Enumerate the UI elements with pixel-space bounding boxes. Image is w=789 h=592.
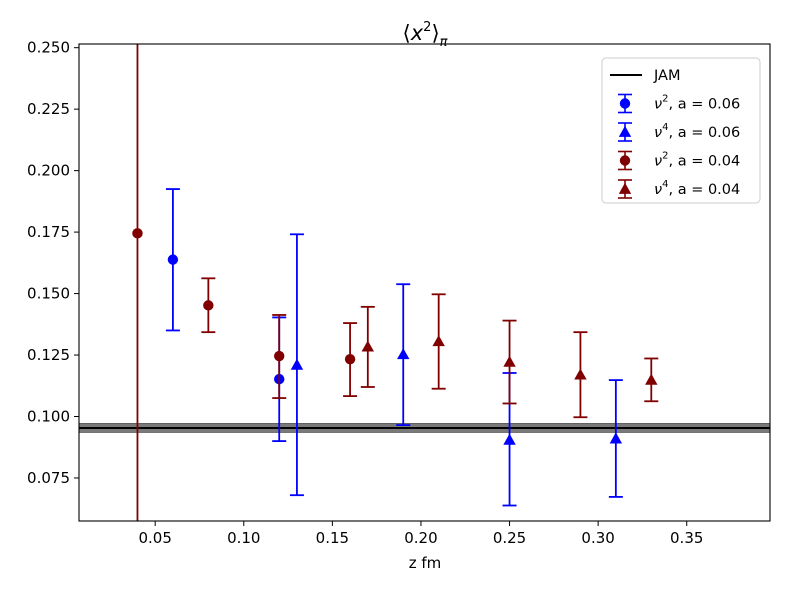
legend-greek: ν	[654, 97, 662, 113]
x-tick-label: 0.35	[670, 529, 703, 547]
legend-label-1: ν2, a = 0.06	[654, 94, 740, 113]
y-tick-label: 0.125	[27, 346, 70, 364]
data-point	[609, 432, 623, 444]
x-tick-label: 0.20	[404, 529, 437, 547]
y-tick-label: 0.100	[27, 408, 70, 426]
legend-marker	[619, 98, 631, 109]
data-point	[344, 354, 356, 365]
data-layer	[132, 44, 659, 521]
data-point	[361, 340, 375, 352]
y-axis: 0.075 0.100 0.125 0.150 0.175 0.200 0.225 0.250	[27, 39, 79, 487]
x-axis-label: z fm	[409, 554, 442, 572]
legend-marker	[619, 155, 631, 166]
legend-box	[601, 57, 761, 204]
legend-exponent: 4	[662, 179, 668, 190]
legend-rest: , a = 0.06	[668, 97, 740, 113]
y-tick-label: 0.200	[27, 162, 70, 180]
legend-rest: , a = 0.06	[668, 125, 740, 141]
data-point	[503, 433, 516, 445]
chart-title: ⟨x2⟩π	[403, 20, 448, 50]
legend-greek: ν	[654, 125, 662, 141]
series-4	[360, 293, 659, 419]
series-3	[132, 44, 358, 521]
plot-frame	[78, 43, 771, 522]
legend-rest: , a = 0.04	[668, 182, 740, 198]
data-point	[503, 355, 516, 367]
legend-greek: ν	[654, 154, 662, 170]
legend-marker	[618, 125, 632, 137]
data-point	[397, 348, 410, 360]
y-tick-label: 0.250	[27, 39, 70, 57]
y-tick-label: 0.175	[27, 223, 70, 241]
legend-jam-label: JAM	[653, 68, 680, 84]
legend-marker	[618, 182, 632, 194]
y-tick-label: 0.075	[27, 469, 70, 487]
data-point	[274, 350, 285, 362]
legend-label-3: ν2, a = 0.04	[654, 151, 740, 170]
data-point	[574, 368, 587, 380]
legend-exponent: 4	[662, 122, 668, 133]
y-tick-label: 0.150	[27, 285, 70, 303]
jam-band-layer	[79, 423, 770, 433]
data-point	[432, 335, 445, 347]
title-close-bracket: ⟩	[431, 21, 439, 45]
legend-exponent: 2	[662, 94, 668, 105]
data-point	[203, 300, 214, 311]
y-tick-label: 0.225	[27, 100, 70, 118]
x-tick-label: 0.05	[138, 529, 171, 547]
data-point	[290, 358, 304, 370]
legend-rest: , a = 0.04	[668, 154, 740, 170]
legend-label-2: ν4, a = 0.06	[654, 122, 740, 141]
data-point	[167, 254, 179, 265]
x-tick-label: 0.15	[316, 529, 349, 547]
title-variable: x	[410, 21, 424, 45]
title-exponent: 2	[423, 20, 431, 35]
title-open-bracket: ⟨	[403, 21, 411, 45]
legend-exponent: 2	[662, 151, 668, 162]
legend-label-4: ν4, a = 0.04	[654, 179, 740, 198]
x-tick-label: 0.25	[493, 529, 526, 547]
series-2	[289, 233, 623, 507]
data-point	[132, 228, 143, 239]
x-tick-label: 0.10	[227, 529, 260, 547]
x-axis: 0.05 0.10 0.15 0.20 0.25 0.30 0.35	[138, 521, 703, 547]
legend-greek: ν	[654, 182, 662, 198]
x-tick-label: 0.30	[581, 529, 614, 547]
title-subscript: π	[440, 35, 448, 50]
data-point	[645, 373, 658, 385]
